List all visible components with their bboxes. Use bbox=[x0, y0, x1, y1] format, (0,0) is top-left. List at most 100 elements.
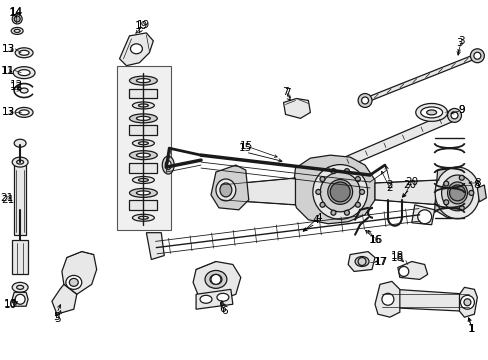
Bar bbox=[14, 165, 26, 235]
Polygon shape bbox=[196, 289, 232, 309]
Ellipse shape bbox=[165, 161, 171, 170]
Text: 1: 1 bbox=[467, 324, 474, 334]
Text: 13: 13 bbox=[1, 44, 15, 54]
Text: 4: 4 bbox=[311, 215, 318, 225]
Ellipse shape bbox=[354, 257, 368, 266]
Ellipse shape bbox=[136, 116, 150, 120]
Polygon shape bbox=[360, 52, 480, 104]
Circle shape bbox=[15, 294, 25, 304]
Bar bbox=[116, 66, 171, 230]
Ellipse shape bbox=[426, 110, 436, 115]
Text: 18: 18 bbox=[390, 252, 404, 262]
Text: 19: 19 bbox=[137, 20, 150, 30]
Bar bbox=[12, 240, 28, 274]
Ellipse shape bbox=[220, 183, 231, 197]
Ellipse shape bbox=[420, 107, 442, 118]
Text: 14: 14 bbox=[10, 7, 23, 17]
Circle shape bbox=[443, 200, 448, 205]
Ellipse shape bbox=[216, 179, 235, 201]
Circle shape bbox=[355, 177, 360, 181]
Circle shape bbox=[443, 181, 448, 186]
Circle shape bbox=[460, 295, 473, 309]
Text: 15: 15 bbox=[239, 143, 252, 153]
Text: 13: 13 bbox=[1, 107, 15, 117]
Ellipse shape bbox=[69, 278, 78, 286]
Polygon shape bbox=[397, 261, 427, 279]
Ellipse shape bbox=[473, 52, 480, 59]
Ellipse shape bbox=[15, 48, 33, 58]
Ellipse shape bbox=[434, 167, 479, 219]
Ellipse shape bbox=[441, 175, 472, 211]
Circle shape bbox=[12, 14, 22, 24]
Ellipse shape bbox=[415, 103, 447, 121]
Circle shape bbox=[14, 16, 20, 22]
Polygon shape bbox=[379, 289, 470, 311]
Bar bbox=[129, 200, 157, 210]
Text: 9: 9 bbox=[457, 105, 464, 116]
Ellipse shape bbox=[20, 88, 28, 93]
Circle shape bbox=[330, 210, 335, 215]
Text: 12: 12 bbox=[10, 80, 23, 90]
Ellipse shape bbox=[217, 293, 228, 301]
Polygon shape bbox=[374, 180, 439, 205]
Text: 18: 18 bbox=[390, 251, 404, 261]
Text: 8: 8 bbox=[473, 178, 480, 188]
Ellipse shape bbox=[469, 49, 483, 63]
Ellipse shape bbox=[130, 44, 142, 54]
Text: 5: 5 bbox=[55, 314, 61, 324]
Polygon shape bbox=[459, 287, 476, 317]
Ellipse shape bbox=[132, 102, 154, 109]
Text: 8: 8 bbox=[472, 180, 479, 190]
Polygon shape bbox=[292, 155, 374, 224]
Bar bbox=[129, 89, 157, 99]
Text: 3: 3 bbox=[457, 36, 464, 46]
Polygon shape bbox=[146, 233, 164, 260]
Ellipse shape bbox=[18, 70, 30, 76]
Circle shape bbox=[330, 168, 335, 174]
Ellipse shape bbox=[129, 76, 157, 85]
Polygon shape bbox=[374, 282, 399, 317]
Circle shape bbox=[398, 266, 408, 276]
Text: 19: 19 bbox=[135, 21, 148, 31]
Text: 2: 2 bbox=[386, 183, 392, 193]
Text: 21: 21 bbox=[1, 195, 15, 205]
Text: 6: 6 bbox=[219, 304, 226, 314]
Ellipse shape bbox=[136, 191, 150, 195]
Text: 17: 17 bbox=[372, 257, 386, 266]
Polygon shape bbox=[12, 292, 28, 306]
Polygon shape bbox=[221, 178, 295, 205]
Ellipse shape bbox=[204, 270, 226, 288]
Circle shape bbox=[448, 185, 465, 201]
Polygon shape bbox=[313, 111, 455, 180]
Polygon shape bbox=[210, 165, 248, 210]
Polygon shape bbox=[347, 252, 374, 271]
Circle shape bbox=[381, 293, 393, 305]
Text: 11: 11 bbox=[0, 66, 14, 76]
Circle shape bbox=[344, 168, 349, 174]
Ellipse shape bbox=[12, 282, 28, 292]
Ellipse shape bbox=[162, 156, 174, 174]
Text: 12: 12 bbox=[10, 82, 23, 91]
Text: 2: 2 bbox=[386, 180, 392, 190]
Ellipse shape bbox=[311, 172, 318, 179]
Ellipse shape bbox=[200, 295, 211, 303]
Text: 21: 21 bbox=[0, 193, 14, 203]
Ellipse shape bbox=[447, 108, 461, 122]
Ellipse shape bbox=[66, 275, 81, 289]
Text: 10: 10 bbox=[3, 300, 17, 310]
Text: 6: 6 bbox=[221, 306, 228, 316]
Ellipse shape bbox=[320, 172, 359, 212]
Polygon shape bbox=[52, 284, 77, 314]
Ellipse shape bbox=[12, 157, 28, 167]
Text: 16: 16 bbox=[368, 235, 382, 245]
Circle shape bbox=[463, 299, 470, 306]
Circle shape bbox=[319, 177, 325, 181]
Ellipse shape bbox=[19, 110, 29, 115]
Ellipse shape bbox=[11, 27, 23, 35]
Text: 15: 15 bbox=[240, 141, 253, 151]
Ellipse shape bbox=[447, 182, 467, 204]
Text: 7: 7 bbox=[284, 87, 290, 98]
Ellipse shape bbox=[136, 153, 150, 157]
Text: 20: 20 bbox=[403, 180, 415, 190]
Circle shape bbox=[359, 189, 364, 194]
